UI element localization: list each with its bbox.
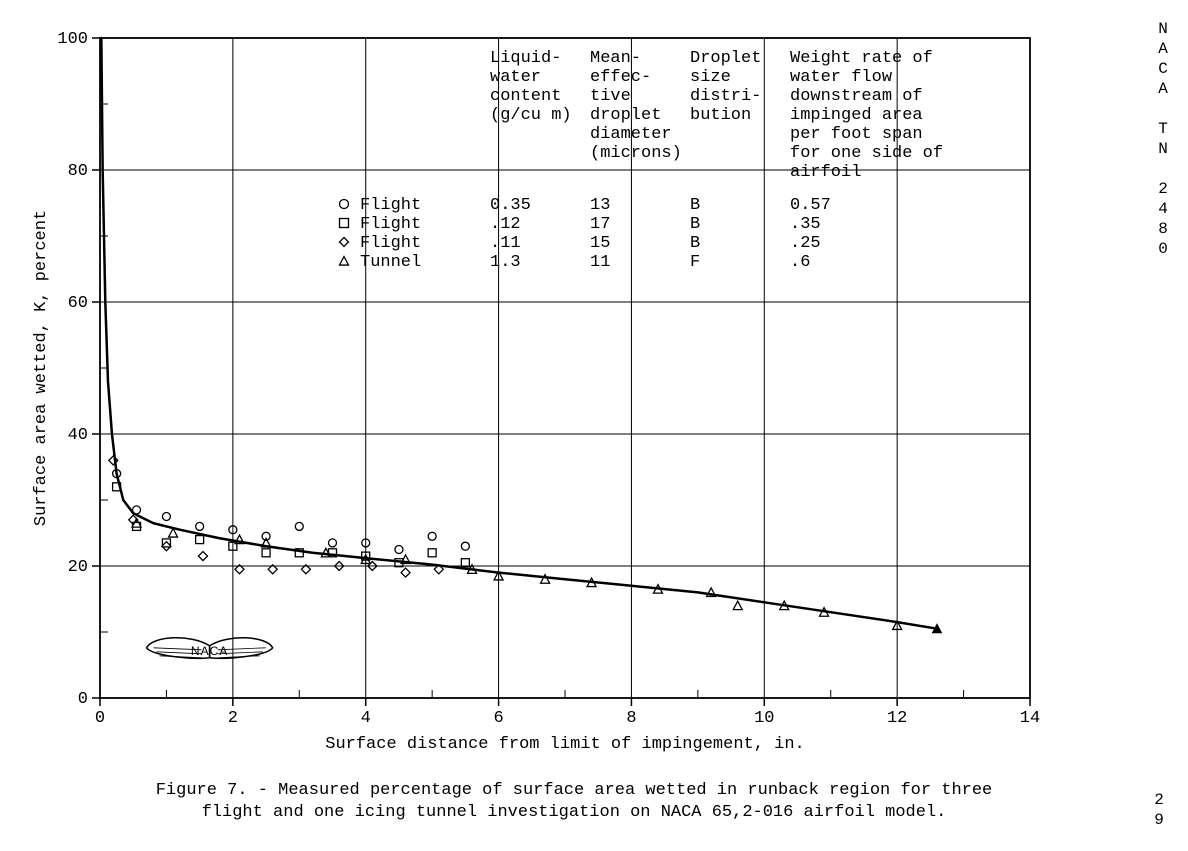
svg-text:2: 2 — [228, 709, 238, 728]
svg-text:Tunnel: Tunnel — [360, 253, 421, 272]
svg-text:80: 80 — [68, 162, 88, 181]
svg-text:20: 20 — [68, 558, 88, 577]
svg-text:0.57: 0.57 — [790, 196, 831, 215]
svg-text:distri-: distri- — [690, 87, 761, 106]
svg-text:6: 6 — [493, 709, 503, 728]
runback-chart: 0 2 4 6 8 10 12 14 0 20 40 60 80 100 Surface distance … — [20, 20, 1060, 760]
svg-text:Droplet: Droplet — [690, 49, 761, 68]
svg-text:15: 15 — [590, 234, 610, 253]
svg-text:(microns): (microns) — [590, 144, 682, 163]
svg-text:airfoil: airfoil — [790, 163, 861, 182]
svg-text:diameter: diameter — [590, 125, 672, 144]
svg-text:17: 17 — [590, 215, 610, 234]
svg-text:60: 60 — [68, 294, 88, 313]
svg-text:.25: .25 — [790, 234, 821, 253]
svg-text:tive: tive — [590, 87, 631, 106]
svg-text:1.3: 1.3 — [490, 253, 521, 272]
document-id: NACA TN 2480 — [1154, 20, 1172, 260]
svg-text:Surface area wetted, K, percen: Surface area wetted, K, percent — [32, 210, 51, 526]
svg-text:Flight: Flight — [360, 234, 421, 253]
svg-text:B: B — [690, 234, 700, 253]
svg-text:downstream of: downstream of — [790, 87, 923, 106]
svg-text:Liquid-: Liquid- — [490, 49, 561, 68]
svg-text:4: 4 — [361, 709, 371, 728]
svg-text:per foot span: per foot span — [790, 125, 923, 144]
svg-text:Flight: Flight — [360, 196, 421, 215]
svg-text:Mean-: Mean- — [590, 49, 641, 68]
svg-text:100: 100 — [57, 30, 88, 49]
svg-text:water: water — [490, 68, 541, 87]
svg-text:B: B — [690, 196, 700, 215]
svg-text:for one side of: for one side of — [790, 144, 943, 163]
svg-text:14: 14 — [1020, 709, 1040, 728]
svg-text:Surface distance from limit of: Surface distance from limit of impingeme… — [325, 735, 804, 754]
svg-text:.6: .6 — [790, 253, 810, 272]
svg-text:40: 40 — [68, 426, 88, 445]
svg-text:size: size — [690, 68, 731, 87]
svg-text:Weight rate of: Weight rate of — [790, 49, 933, 68]
svg-text:11: 11 — [590, 253, 610, 272]
svg-text:(g/cu m): (g/cu m) — [490, 106, 572, 125]
svg-text:bution: bution — [690, 106, 751, 125]
svg-text:10: 10 — [754, 709, 774, 728]
svg-text:.11: .11 — [490, 234, 521, 253]
svg-text:impinged area: impinged area — [790, 106, 923, 125]
svg-text:0.35: 0.35 — [490, 196, 531, 215]
svg-text:droplet: droplet — [590, 106, 661, 125]
svg-text:.35: .35 — [790, 215, 821, 234]
caption-line-2: flight and one icing tunnel investigatio… — [202, 803, 947, 822]
figure-caption: Figure 7. - Measured percentage of surfa… — [80, 780, 1068, 824]
svg-text:NACA: NACA — [191, 644, 228, 658]
svg-text:0: 0 — [78, 690, 88, 709]
svg-text:B: B — [690, 215, 700, 234]
caption-line-1: Figure 7. - Measured percentage of surfa… — [156, 781, 993, 800]
svg-text:water flow: water flow — [790, 68, 893, 87]
svg-text:Flight: Flight — [360, 215, 421, 234]
svg-text:0: 0 — [95, 709, 105, 728]
svg-text:13: 13 — [590, 196, 610, 215]
svg-text:12: 12 — [887, 709, 907, 728]
page-root: NACA TN 2480 29 0 2 4 6 8 10 12 14 0 20 40 60 80 100 S… — [0, 0, 1188, 851]
svg-text:effec-: effec- — [590, 68, 651, 87]
page-number: 29 — [1150, 791, 1168, 831]
svg-text:content: content — [490, 87, 561, 106]
svg-text:.12: .12 — [490, 215, 521, 234]
svg-text:8: 8 — [626, 709, 636, 728]
svg-text:F: F — [690, 253, 700, 272]
